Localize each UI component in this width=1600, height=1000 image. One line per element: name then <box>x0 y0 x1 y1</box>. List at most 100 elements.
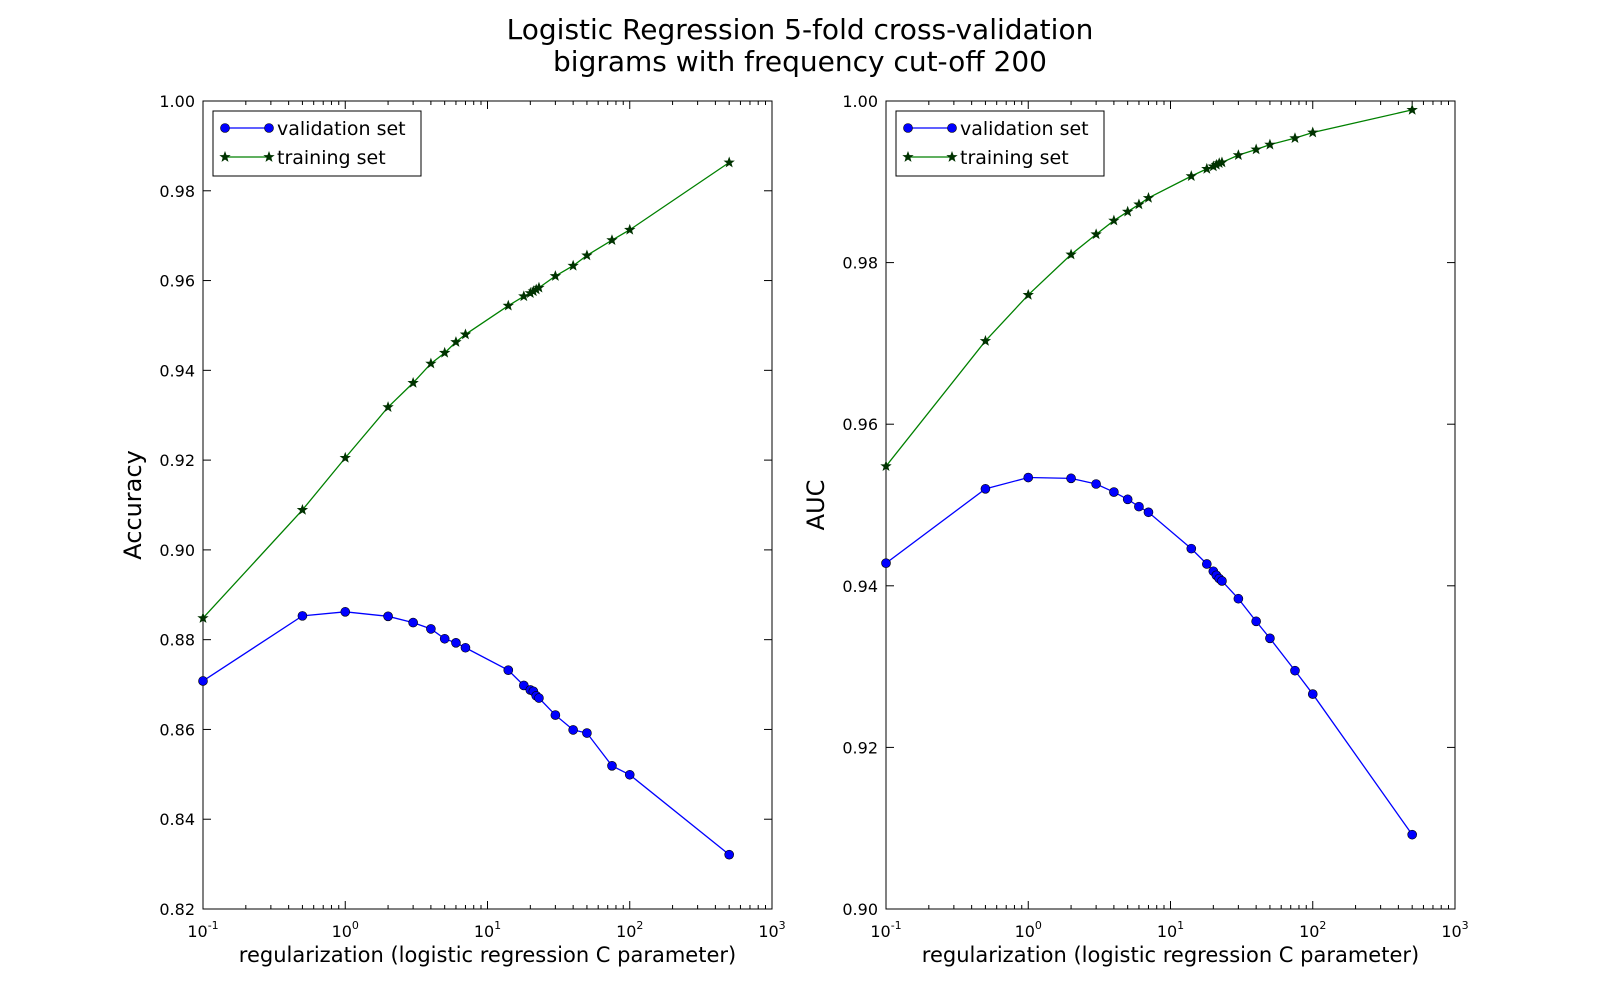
training-set-point <box>459 328 472 340</box>
validation-set-point <box>1233 593 1244 604</box>
training-set-point <box>1201 162 1213 174</box>
training-set-point <box>407 376 419 388</box>
x-tick-label-exponent: -1 <box>891 919 902 932</box>
legend-label: training set <box>960 147 1069 169</box>
figure-title-line-2: bigrams with frequency cut-off 200 <box>553 45 1047 78</box>
training-set-point <box>502 299 514 311</box>
validation-set-point <box>607 761 617 771</box>
legend-marker <box>219 151 231 162</box>
validation-set-point <box>1407 829 1417 840</box>
x-tick-label-exponent: 3 <box>779 919 786 932</box>
training-set-point <box>1108 214 1120 226</box>
validation-set-point <box>1307 689 1318 699</box>
validation-set-point <box>1109 487 1119 497</box>
training-set-point <box>197 612 209 623</box>
x-tick-label-base: 10 <box>1015 922 1035 941</box>
training-set-point <box>1090 228 1102 240</box>
training-set-point <box>1264 138 1276 150</box>
training-set-point <box>1122 205 1134 217</box>
validation-set-point <box>439 633 450 644</box>
validation-set-point <box>568 725 578 735</box>
x-tick-label-exponent: 2 <box>1319 919 1326 932</box>
validation-set-point <box>460 642 471 653</box>
training-set-point <box>439 346 451 358</box>
x-tick-label-base: 10 <box>1441 922 1461 941</box>
validation-set-point <box>1186 543 1197 554</box>
legend-label: training set <box>277 147 386 169</box>
y-tick-label: 0.98 <box>159 182 195 201</box>
x-tick-label: 101 <box>1157 919 1184 941</box>
x-tick-label-exponent: 0 <box>1035 919 1042 932</box>
x-tick-label-base: 10 <box>616 922 636 941</box>
validation-set-point <box>198 676 208 686</box>
legend-label: validation set <box>277 118 406 140</box>
training-set-point <box>296 503 309 515</box>
validation-set-point <box>980 484 991 494</box>
validation-set-point <box>1202 559 1212 569</box>
y-tick-label: 0.82 <box>159 900 195 919</box>
x-tick-label-base: 10 <box>332 922 352 941</box>
validation-set-point <box>340 607 351 617</box>
legend-box <box>212 110 422 177</box>
validation-set-point <box>1023 472 1034 483</box>
training-set-point <box>880 460 892 472</box>
validation-set-point <box>1265 633 1275 644</box>
plot-frame <box>202 100 773 910</box>
x-tick-label: 10-1 <box>870 919 901 941</box>
training-set-point <box>339 451 351 463</box>
x-tick-label: 100 <box>1015 919 1042 941</box>
training-set-point <box>1185 170 1197 181</box>
validation-set-point <box>1134 501 1144 512</box>
validation-set-point <box>1290 665 1300 676</box>
validation-set-point <box>1217 576 1227 586</box>
validation-set-point <box>550 710 561 720</box>
x-tick-label: 103 <box>758 919 785 941</box>
y-tick-label: 1.00 <box>159 92 195 111</box>
x-tick-label-exponent: 2 <box>636 919 643 932</box>
y-tick-label: 0.90 <box>842 900 878 919</box>
x-tick-label: 102 <box>1299 919 1326 941</box>
training-set-point <box>979 335 992 346</box>
legend-marker <box>903 123 913 133</box>
y-tick-label: 0.94 <box>159 361 195 380</box>
legend-marker <box>946 151 958 162</box>
training-set-point <box>518 290 530 302</box>
validation-set-point <box>624 769 635 780</box>
validation-set-point <box>881 558 891 568</box>
y-tick-label: 0.88 <box>159 631 195 650</box>
training-set-line <box>202 161 730 619</box>
training-set-point <box>1250 143 1262 155</box>
training-set-point <box>425 357 437 369</box>
validation-set-point <box>1091 479 1101 489</box>
legend-marker <box>220 123 230 133</box>
legend-marker <box>264 123 274 133</box>
y-tick-label: 0.86 <box>159 720 195 739</box>
auc-chart: 10-1 100 101 102 1030.900.920.940.960.981.00… <box>802 92 1469 967</box>
validation-set-point <box>1066 473 1076 484</box>
validation-set-line <box>885 476 1413 836</box>
training-set-point <box>624 223 636 235</box>
legend-marker <box>902 151 914 162</box>
x-tick-label-exponent: 3 <box>1462 919 1469 932</box>
x-tick-label-base: 10 <box>1299 922 1319 941</box>
x-axis-label: regularization (logistic regression C pa… <box>922 943 1419 967</box>
x-tick-label-exponent: 1 <box>1177 919 1184 932</box>
legend-label: validation set <box>960 118 1089 140</box>
validation-set-point <box>1143 507 1154 518</box>
y-axis-label: Accuracy <box>119 450 147 560</box>
training-set-point <box>606 234 618 245</box>
validation-set-point <box>297 611 308 621</box>
validation-set-point <box>582 728 592 738</box>
y-tick-label: 0.96 <box>842 415 878 434</box>
y-axis-label: AUC <box>802 480 830 531</box>
y-tick-label: 0.90 <box>159 541 195 560</box>
validation-set-point <box>408 617 418 628</box>
validation-set-point <box>503 665 514 675</box>
x-tick-label-exponent: 0 <box>352 919 359 932</box>
y-tick-label: 0.96 <box>159 272 195 291</box>
x-tick-label-exponent: 1 <box>494 919 501 932</box>
x-tick-label: 103 <box>1441 919 1468 941</box>
y-tick-label: 0.92 <box>842 738 878 757</box>
validation-set-point <box>426 624 436 634</box>
plot-frame <box>885 100 1456 910</box>
